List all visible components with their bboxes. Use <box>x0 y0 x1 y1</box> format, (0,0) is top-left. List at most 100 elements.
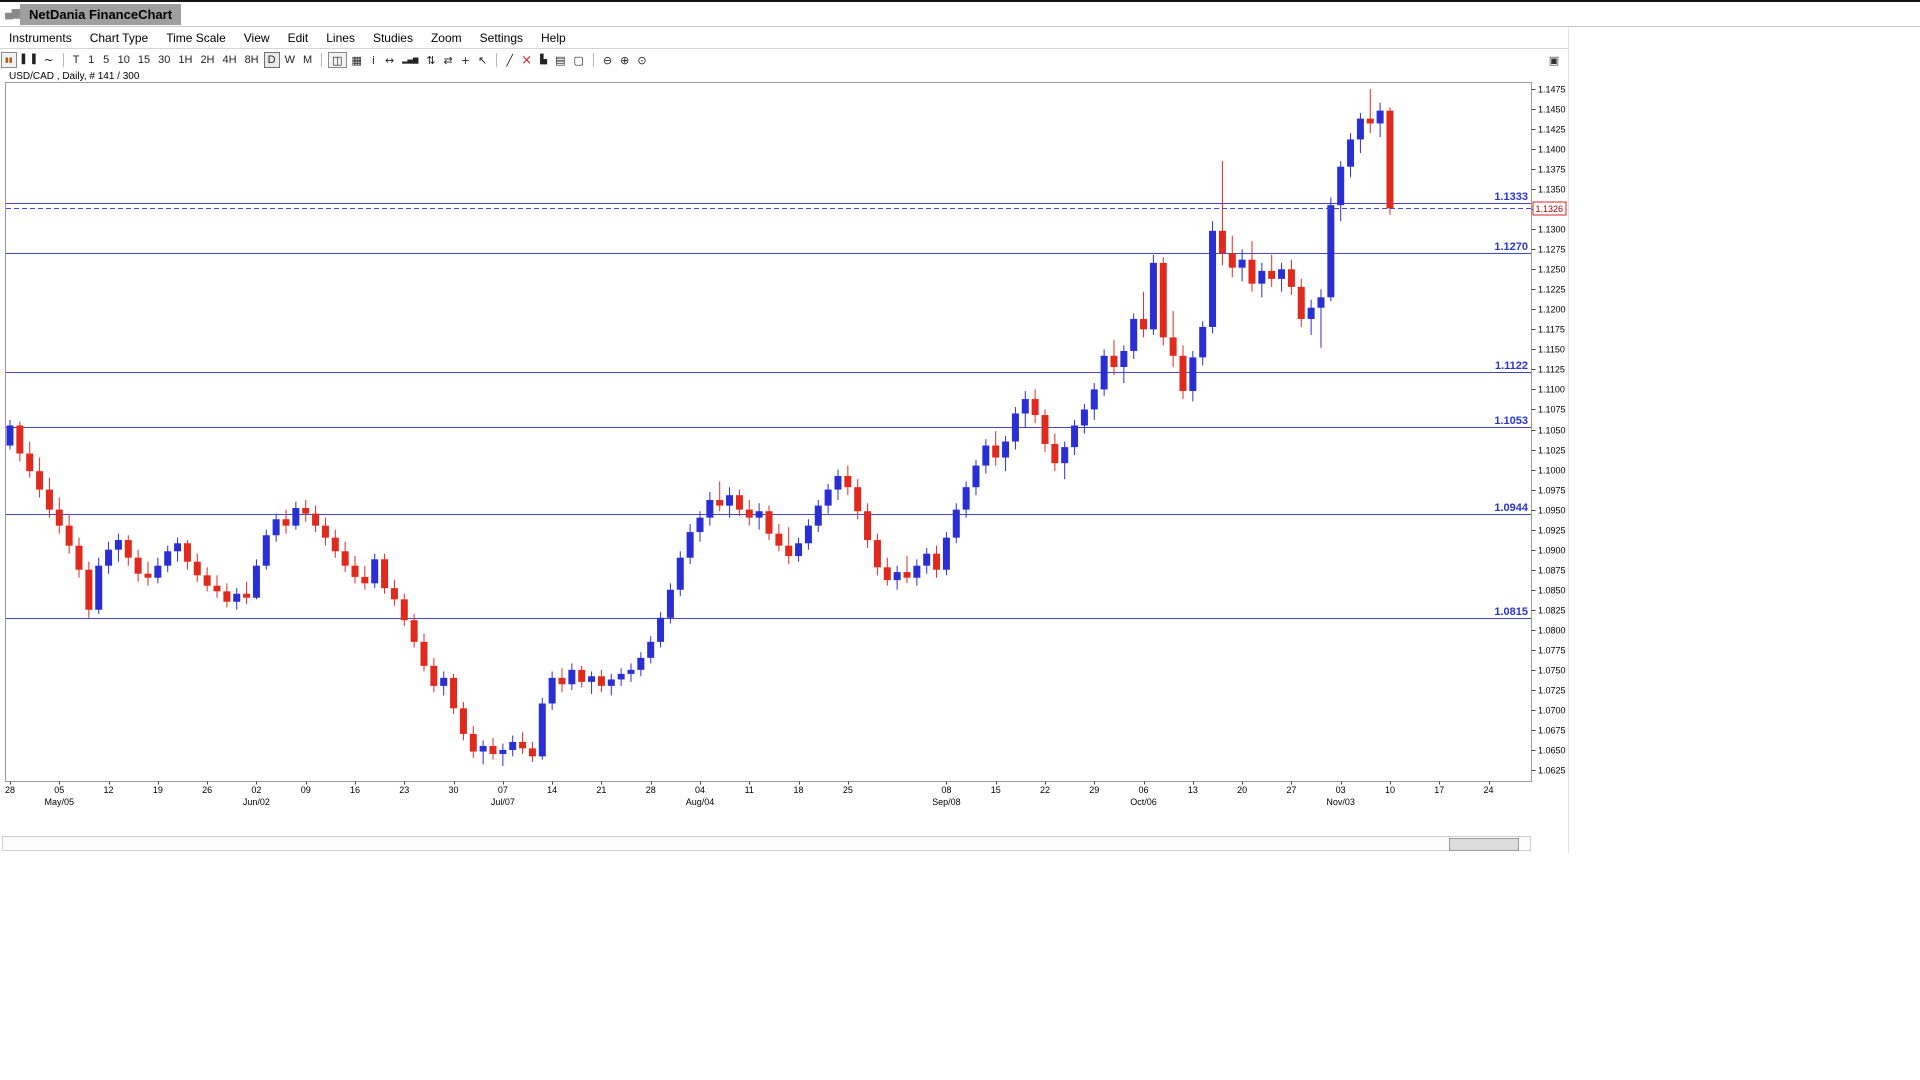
candle <box>430 657 438 693</box>
price-tick-label: 1.1175 <box>1538 325 1565 335</box>
menu-instruments[interactable]: Instruments <box>9 31 72 45</box>
menu-help[interactable]: Help <box>541 31 566 45</box>
toolbar-separator <box>592 53 594 67</box>
price-level-label: 1.1270 <box>1494 241 1528 253</box>
month-label: Sep/08 <box>932 797 961 807</box>
candle <box>292 501 300 530</box>
timeframe-15[interactable]: 15 <box>137 54 151 66</box>
trendline-icon[interactable]: ╱ <box>506 53 514 67</box>
timeframe-1h[interactable]: 1H <box>178 54 193 66</box>
candle <box>509 735 517 757</box>
timeframe-5[interactable]: 5 <box>103 54 110 66</box>
candle <box>341 541 349 573</box>
title-bar[interactable]: ▄▆▂ NetDania FinanceChart <box>0 2 1920 27</box>
candle <box>1071 419 1079 456</box>
menu-zoom[interactable]: Zoom <box>430 31 462 45</box>
price-chart[interactable]: 1.1475 1.1450 1.1425 1.1400 1.1375 1.1350 1.13… <box>0 70 1568 860</box>
candle <box>420 633 428 672</box>
candle <box>666 583 674 624</box>
timeframe-10[interactable]: 10 <box>117 54 130 66</box>
candle <box>124 535 132 566</box>
layout-manager-icon[interactable]: ▣ <box>1548 53 1560 67</box>
histogram-icon[interactable]: ▙ <box>540 55 548 65</box>
info-icon[interactable]: i <box>371 53 375 67</box>
timeframe-d[interactable]: D <box>263 52 280 68</box>
price-tick-label: 1.0650 <box>1538 746 1566 756</box>
timeframe-30[interactable]: 30 <box>158 54 171 66</box>
price-level-label: 1.0815 <box>1494 606 1528 618</box>
candle <box>745 500 753 526</box>
price-tick-label: 1.0800 <box>1538 626 1566 636</box>
day-label: 22 <box>1040 785 1050 795</box>
delete-drawing-icon[interactable]: × <box>521 52 533 68</box>
candle <box>479 740 487 765</box>
day-label: 10 <box>1385 785 1395 795</box>
price-tick-label: 1.0975 <box>1538 486 1566 496</box>
menu-chart-type[interactable]: Chart Type <box>89 31 149 45</box>
candle <box>686 524 694 565</box>
compare-icon[interactable]: ⇄ <box>443 53 453 67</box>
menu-lines[interactable]: Lines <box>326 31 355 45</box>
menu-settings[interactable]: Settings <box>479 31 524 45</box>
h-scrollbar[interactable] <box>2 836 1531 851</box>
timeframe-8h[interactable]: 8H <box>244 54 259 66</box>
day-label: 08 <box>941 785 951 795</box>
timeframe-w[interactable]: W <box>284 54 295 66</box>
price-tick-label: 1.0875 <box>1538 566 1566 576</box>
cursor-icon[interactable]: ↖ <box>477 53 488 67</box>
time-axis[interactable]: 28 05 12 19 26 02 09 16 23 30 07 14 21 28 04 11 18 25 08 15… <box>5 781 1494 808</box>
candle <box>588 671 596 694</box>
candle <box>1218 161 1226 266</box>
day-label: 24 <box>1484 785 1494 795</box>
chart-instrument-label: USD/CAD , Daily, # 141 / 300 <box>9 71 140 82</box>
crosshair-icon[interactable]: + <box>460 53 470 67</box>
h-scrollbar-thumb[interactable] <box>1449 838 1519 851</box>
candlestick-mode-icon[interactable]: ▌▐ <box>21 55 36 65</box>
candle <box>105 541 113 574</box>
timeframe-1[interactable]: 1 <box>88 54 95 66</box>
candle <box>440 671 448 696</box>
candle <box>1080 403 1088 434</box>
candle <box>864 503 872 549</box>
candle <box>85 561 93 618</box>
candle <box>1347 133 1355 178</box>
study-overlay-icon[interactable]: ⇅ <box>426 53 436 67</box>
price-axis[interactable]: 1.1475 1.1450 1.1425 1.1400 1.1375 1.1350 1.13… <box>1531 85 1566 776</box>
candle <box>627 663 635 682</box>
candle <box>1051 433 1059 472</box>
print-preview-icon[interactable]: ▢ <box>573 53 584 67</box>
candle <box>203 567 211 592</box>
pause-icon[interactable]: ▮▮ <box>1 52 17 68</box>
menu-edit[interactable]: Edit <box>287 31 309 45</box>
timeframe-m[interactable]: M <box>302 54 313 66</box>
menu-view[interactable]: View <box>243 31 270 45</box>
month-label: Nov/03 <box>1326 797 1355 807</box>
candle <box>1307 299 1315 335</box>
menu-studies[interactable]: Studies <box>372 31 413 45</box>
candle <box>844 465 852 496</box>
zoom-in-icon[interactable]: ⊕ <box>620 53 630 67</box>
zoom-reset-icon[interactable]: ⊙ <box>637 53 647 67</box>
line-mode-icon[interactable]: ~ <box>43 53 54 67</box>
candle <box>903 556 911 584</box>
split-view-icon[interactable]: ◫ <box>328 52 347 68</box>
timeframe-t[interactable]: T <box>72 54 80 66</box>
candle <box>637 652 645 677</box>
price-tick-label: 1.0700 <box>1538 706 1566 716</box>
timeframe-2h[interactable]: 2H <box>200 54 215 66</box>
grid-icon[interactable]: ▦ <box>351 53 362 67</box>
pan-icon[interactable]: ↔ <box>384 53 395 67</box>
candle <box>154 557 162 584</box>
menu-time-scale[interactable]: Time Scale <box>166 31 226 45</box>
toolbar: ▮▮ ▌▐ ~ T 1 5 10 15 30 1H 2H 4H 8H D W M ◫ ▦ i ↔ ▂▄▆ ⇅ ⇄ + ↖ ╱ × ▙ ▤… <box>0 50 1540 70</box>
timeframe-4h[interactable]: 4H <box>222 54 237 66</box>
candle <box>726 487 734 518</box>
volume-icon[interactable]: ▂▄▆ <box>402 56 419 64</box>
candle <box>785 527 793 565</box>
candle <box>1376 102 1384 138</box>
zoom-out-icon[interactable]: ⊖ <box>602 53 613 67</box>
month-label: Oct/06 <box>1130 797 1157 807</box>
candle <box>923 548 931 574</box>
print-icon[interactable]: ▤ <box>555 53 566 67</box>
candle <box>1337 161 1345 222</box>
